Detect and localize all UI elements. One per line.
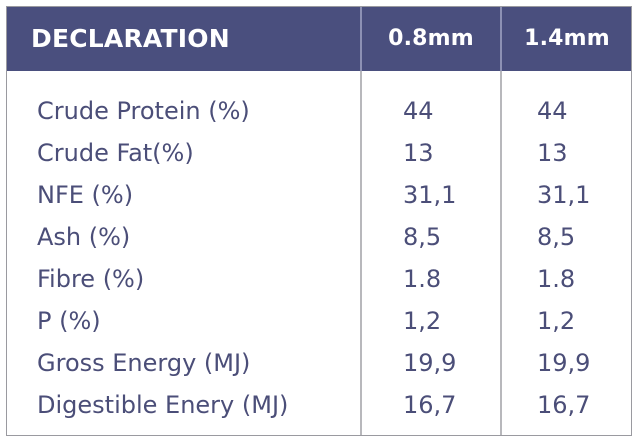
row-label: NFE (%) — [37, 181, 134, 209]
table-row: Fibre (%) 1.8 1.8 — [7, 258, 631, 300]
table-row: NFE (%) 31,1 31,1 — [7, 174, 631, 216]
row-value-0-8mm: 13 — [403, 139, 434, 167]
table-row: Gross Energy (MJ) 19,9 19,9 — [7, 342, 631, 384]
row-value-0-8mm: 44 — [403, 97, 434, 125]
header-divider-1 — [360, 7, 362, 71]
row-label: Fibre (%) — [37, 265, 145, 293]
row-value-0-8mm: 19,9 — [403, 349, 457, 377]
table-row: Crude Protein (%) 44 44 — [7, 90, 631, 132]
row-value-1-4mm: 16,7 — [537, 391, 591, 419]
header-divider-2 — [500, 7, 502, 71]
row-value-1-4mm: 19,9 — [537, 349, 591, 377]
row-value-1-4mm: 31,1 — [537, 181, 591, 209]
row-label: Gross Energy (MJ) — [37, 349, 251, 377]
row-value-0-8mm: 16,7 — [403, 391, 457, 419]
declaration-table: DECLARATION 0.8mm 1.4mm Crude Protein (%… — [6, 6, 632, 436]
row-label: Digestible Enery (MJ) — [37, 391, 289, 419]
row-value-1-4mm: 8,5 — [537, 223, 576, 251]
row-value-0-8mm: 31,1 — [403, 181, 457, 209]
row-value-1-4mm: 1,2 — [537, 307, 576, 335]
header-declaration-label: DECLARATION — [31, 24, 230, 53]
column-divider-2 — [500, 71, 502, 435]
row-value-0-8mm: 1,2 — [403, 307, 442, 335]
table-row: Ash (%) 8,5 8,5 — [7, 216, 631, 258]
row-label: Crude Fat(%) — [37, 139, 194, 167]
table-row: P (%) 1,2 1,2 — [7, 300, 631, 342]
row-value-0-8mm: 8,5 — [403, 223, 442, 251]
row-value-1-4mm: 44 — [537, 97, 568, 125]
row-value-0-8mm: 1.8 — [403, 265, 442, 293]
table-header: DECLARATION 0.8mm 1.4mm — [7, 7, 631, 71]
table-row: Digestible Enery (MJ) 16,7 16,7 — [7, 384, 631, 426]
row-value-1-4mm: 13 — [537, 139, 568, 167]
row-label: Crude Protein (%) — [37, 97, 250, 125]
table-body: Crude Protein (%) 44 44 Crude Fat(%) 13 … — [7, 71, 631, 435]
row-value-1-4mm: 1.8 — [537, 265, 576, 293]
header-col-0-8mm: 0.8mm — [388, 26, 474, 51]
row-label: P (%) — [37, 307, 101, 335]
column-divider-1 — [360, 71, 362, 435]
table-row: Crude Fat(%) 13 13 — [7, 132, 631, 174]
row-label: Ash (%) — [37, 223, 131, 251]
header-col-1-4mm: 1.4mm — [524, 26, 610, 51]
